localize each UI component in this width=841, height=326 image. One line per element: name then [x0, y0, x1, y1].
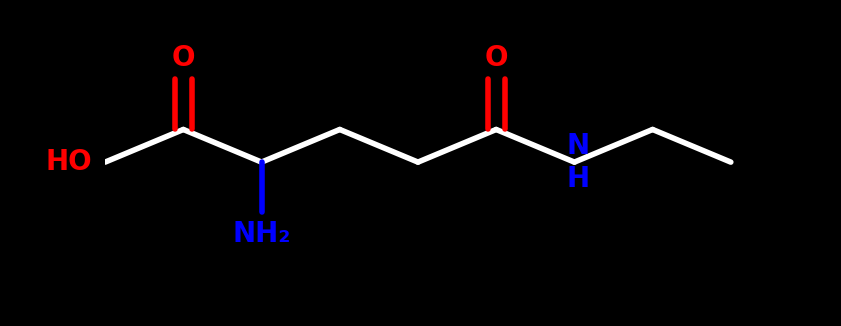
Text: HO: HO [45, 148, 92, 176]
Text: H: H [566, 165, 590, 193]
Text: NH₂: NH₂ [232, 220, 291, 248]
Text: O: O [172, 44, 195, 72]
Text: O: O [484, 44, 508, 72]
Text: N: N [566, 132, 590, 160]
